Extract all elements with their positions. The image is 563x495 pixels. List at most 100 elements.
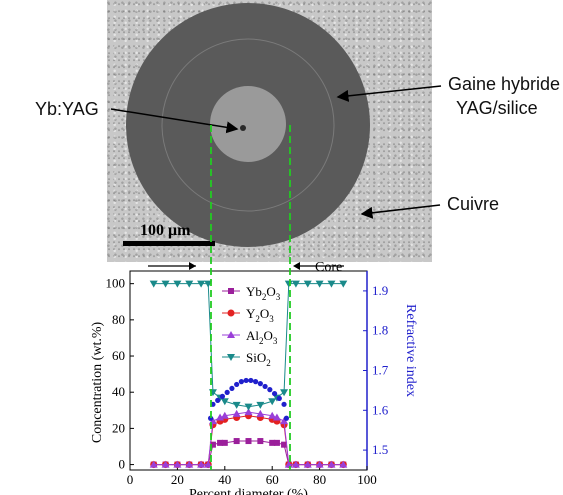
data-point-Yb2O3 (217, 439, 224, 446)
data-point-Al2O3 (185, 460, 194, 468)
data-point-Yb2O3 (233, 438, 240, 445)
x-tick-label: 20 (171, 472, 184, 487)
y2-axis-label: Refractive index (403, 304, 418, 397)
legend-label-SiO2: SiO2 (246, 350, 271, 368)
data-point-SiO2 (197, 280, 206, 288)
data-point-Refractive index (271, 390, 278, 397)
data-point-Refractive index (276, 395, 282, 401)
data-point-Refractive index (283, 415, 290, 421)
y2-tick-label: 1.6 (372, 402, 389, 417)
y2-tick-label: 1.5 (372, 442, 388, 457)
y2-tick-label: 1.7 (372, 363, 389, 378)
core-disc (210, 86, 286, 162)
plot-frame (129, 270, 368, 471)
data-point-Al2O3 (272, 413, 281, 421)
data-point-SiO2 (327, 280, 336, 288)
data-point-Al2O3 (204, 460, 213, 468)
data-point-Refractive index (281, 401, 287, 407)
data-point-Al2O3 (216, 413, 225, 421)
data-point-SiO2 (185, 280, 194, 288)
data-point-Refractive index (248, 377, 254, 384)
y-tick-label: 20 (112, 420, 125, 435)
data-point-Yb2O3 (281, 441, 288, 448)
data-point-Refractive index (234, 381, 240, 388)
data-point-Refractive index (253, 379, 259, 385)
scale-bar (123, 241, 215, 246)
data-point-Yb2O3 (221, 439, 228, 446)
x-tick-label: 40 (218, 472, 231, 487)
legend-label-Y2O3: Y2O3 (246, 306, 274, 324)
data-point-Al2O3 (268, 411, 277, 419)
data-point-SiO2 (315, 280, 324, 288)
data-point-Refractive index (243, 377, 249, 384)
y-tick-label: 0 (119, 457, 126, 472)
core-center-dot (240, 125, 246, 131)
data-point-Refractive index (215, 397, 221, 403)
data-point-Al2O3 (197, 460, 206, 468)
data-point-Al2O3 (291, 460, 300, 468)
legend-marker-Yb2O3 (228, 288, 234, 294)
data-point-Al2O3 (315, 460, 324, 468)
legend-label-Al2O3: Al2O3 (246, 328, 278, 346)
data-point-SiO2 (173, 280, 182, 288)
data-point-Refractive index (257, 381, 263, 387)
data-point-Yb2O3 (257, 438, 264, 445)
data-point-Refractive index (219, 393, 226, 399)
data-point-SiO2 (149, 280, 158, 288)
y-tick-label: 60 (112, 348, 125, 363)
fiber-cross-section (123, 3, 370, 247)
data-point-Refractive index (262, 383, 268, 390)
data-point-Al2O3 (161, 460, 170, 468)
fiber-micrograph (107, 0, 432, 262)
data-point-Al2O3 (232, 409, 241, 417)
y2-tick-label: 1.9 (372, 283, 388, 298)
data-point-Al2O3 (284, 460, 293, 468)
y-tick-label: 100 (106, 276, 126, 291)
data-point-Yb2O3 (273, 439, 280, 446)
data-point-SiO2 (291, 280, 300, 288)
legend-marker-Al2O3 (227, 331, 235, 338)
outer-material-label: Cuivre (447, 194, 500, 214)
data-point-SiO2 (256, 401, 265, 409)
data-point-SiO2 (220, 398, 229, 406)
data-point-Al2O3 (173, 460, 182, 468)
x-tick-label: 80 (313, 472, 326, 487)
data-point-Al2O3 (244, 408, 253, 416)
y2-tick-label: 1.8 (372, 323, 388, 338)
x-tick-label: 100 (357, 472, 377, 487)
data-point-SiO2 (339, 280, 348, 288)
core-material-label: Yb:YAG (35, 99, 99, 119)
scale-bar-label: 100 μm (140, 222, 191, 239)
core-left-arrowhead (189, 262, 196, 270)
cladding-label-line1: Gaine hybride (448, 74, 561, 94)
data-point-Yb2O3 (209, 441, 216, 448)
data-point-Al2O3 (303, 460, 312, 468)
data-point-Refractive index (224, 389, 230, 395)
data-point-Al2O3 (339, 460, 348, 468)
y-axis-label: Concentration (wt.%) (90, 322, 105, 444)
x-axis-label: Percent diameter (%) (189, 487, 308, 495)
y-tick-label: 40 (112, 384, 125, 399)
data-point-Yb2O3 (245, 438, 252, 445)
x-tick-label: 0 (127, 472, 134, 487)
data-point-SiO2 (232, 401, 241, 409)
data-point-SiO2 (161, 280, 170, 288)
data-point-Al2O3 (220, 411, 229, 419)
core-marker-label: Core (315, 260, 342, 275)
data-point-Al2O3 (280, 417, 289, 425)
legend-label-Yb2O3: Yb2O3 (246, 284, 281, 302)
data-point-Refractive index (238, 379, 244, 385)
data-point-Al2O3 (149, 460, 158, 468)
legend-marker-Y2O3 (227, 309, 235, 317)
y-tick-label: 80 (112, 312, 125, 327)
data-point-SiO2 (303, 280, 312, 288)
core-right-arrowhead (293, 262, 300, 270)
legend-marker-SiO2 (227, 354, 235, 361)
data-point-SiO2 (244, 403, 253, 411)
cladding-label-line2: YAG/silice (456, 98, 538, 118)
data-point-Yb2O3 (269, 439, 276, 446)
data-point-Al2O3 (327, 460, 336, 468)
data-point-Al2O3 (256, 409, 265, 417)
data-point-Refractive index (267, 387, 273, 393)
